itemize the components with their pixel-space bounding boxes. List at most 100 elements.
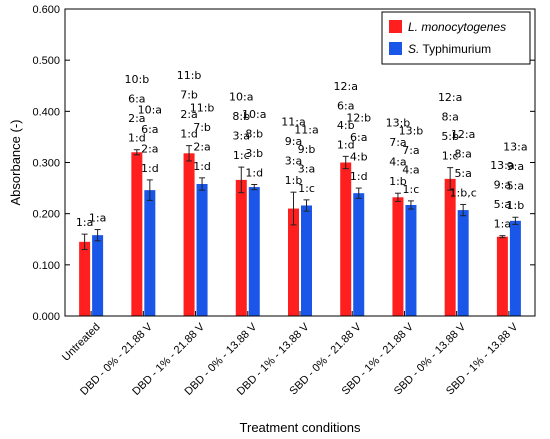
significance-label: 5:b (441, 130, 459, 143)
significance-label: 8:a (441, 111, 458, 124)
significance-label: 2:a (141, 142, 158, 155)
significance-label: 1:a (76, 216, 93, 229)
legend-label: L. monocytogenes (408, 20, 506, 34)
y-tick-label: 0.300 (32, 158, 60, 170)
significance-label: 1:c (403, 183, 420, 196)
significance-label: 1:b (285, 174, 303, 187)
bar (509, 220, 521, 316)
significance-label: 11:b (190, 101, 215, 114)
significance-label: 2:a (128, 112, 145, 125)
significance-label: 1:d (180, 128, 198, 141)
significance-label: 1:b (507, 199, 525, 212)
significance-label: 2:a (193, 140, 210, 153)
bar (79, 241, 91, 316)
significance-label: 4:b (337, 119, 355, 132)
legend-label: S. Typhimurium (408, 42, 491, 56)
bar (92, 235, 104, 316)
significance-label: 9:a (285, 135, 302, 148)
significance-label: 13:b (399, 124, 424, 137)
significance-label: 1:c (298, 182, 315, 195)
significance-label: 9:b (298, 143, 316, 156)
significance-label: 8:b (245, 128, 263, 141)
significance-label: 3:a (285, 155, 302, 168)
significance-label: 11:a (281, 116, 305, 129)
bar (392, 197, 404, 316)
bar (340, 162, 352, 316)
significance-label: 9:a (507, 160, 524, 173)
significance-label: 5:a (507, 180, 524, 193)
legend-swatch (389, 42, 402, 55)
significance-label: 7:b (180, 89, 198, 102)
significance-label: 1:d (350, 170, 368, 183)
y-axis-label: Absorbance (-) (8, 120, 23, 206)
significance-label: 3:b (245, 147, 263, 160)
significance-label: 1:b (389, 175, 407, 188)
significance-label: 6:a (337, 99, 354, 112)
significance-label: 4:a (402, 163, 419, 176)
y-tick-label: 0.500 (32, 55, 60, 67)
bar (444, 178, 456, 316)
y-tick-label: 0.200 (32, 209, 60, 221)
significance-label: 1:d (141, 162, 159, 175)
significance-label: 8:a (454, 147, 471, 160)
bar (183, 153, 195, 316)
x-tick-label: Untreated (60, 321, 103, 364)
y-tick-label: 0.000 (32, 311, 60, 323)
significance-label: 6:a (350, 131, 367, 144)
significance-label: 5:a (454, 167, 471, 180)
bars (79, 152, 521, 316)
bar (457, 210, 469, 316)
significance-label: 11:a (294, 123, 318, 136)
significance-label: 1:d (337, 138, 355, 151)
significance-label: 10:a (242, 108, 266, 121)
significance-label: 13:b (386, 117, 411, 130)
bar (144, 190, 156, 316)
significance-label: 13:a (503, 141, 527, 154)
significance-annotations: 1:a1:d2:a6:a10:b1:d2:a7:b11:b1:c3:a8:b10… (76, 69, 528, 231)
bar (235, 179, 247, 316)
significance-label: 12:a (438, 91, 462, 104)
x-axis-label: Treatment conditions (240, 420, 361, 435)
significance-label: 10:b (124, 73, 149, 86)
bar (496, 236, 508, 316)
significance-label: 7:a (389, 136, 406, 149)
legend-swatch (389, 20, 402, 33)
significance-label: 4:b (350, 151, 368, 164)
significance-label: 1:d (128, 132, 146, 145)
significance-label: 3:a (298, 162, 315, 175)
bar (196, 183, 208, 316)
legend: L. monocytogenes S. Typhimurium (381, 11, 531, 65)
significance-label: 2:a (180, 108, 197, 121)
bar (131, 152, 143, 316)
significance-label: 1:c (442, 150, 459, 163)
legend-box (381, 11, 531, 65)
significance-label: 1:b,c (450, 186, 477, 199)
bar (405, 204, 417, 316)
significance-label: 7:a (402, 144, 419, 157)
error-bars (81, 145, 519, 250)
significance-label: 6:a (128, 93, 145, 106)
significance-label: 5:a (494, 198, 511, 211)
significance-label: 10:a (229, 91, 253, 104)
significance-label: 12:a (451, 128, 475, 141)
significance-label: 10:a (138, 103, 162, 116)
significance-label: 8:b (232, 110, 250, 123)
significance-label: 1:a (494, 218, 511, 231)
significance-label: 1:d (193, 160, 211, 173)
significance-label: 7:b (193, 121, 211, 134)
significance-label: 12:b (346, 112, 371, 125)
significance-label: 1:d (245, 167, 263, 180)
significance-label: 9:a (494, 179, 511, 192)
bar (248, 187, 260, 316)
bar (301, 205, 312, 316)
significance-label: 1:c (233, 149, 250, 162)
y-tick-label: 0.600 (32, 4, 60, 16)
significance-label: 11:b (177, 69, 202, 82)
bar (288, 208, 299, 316)
y-tick-label: 0.400 (32, 106, 60, 118)
significance-label: 3:a (233, 130, 250, 143)
significance-label: 6:a (141, 123, 158, 136)
bar (353, 193, 365, 316)
